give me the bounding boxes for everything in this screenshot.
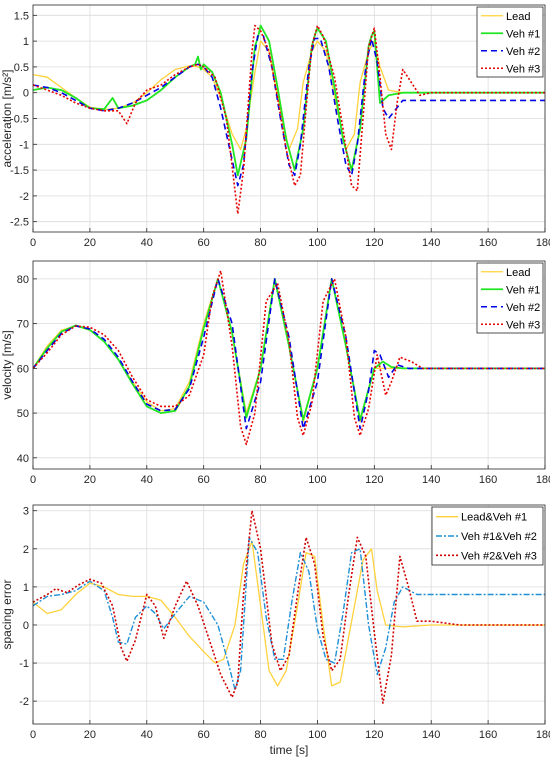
x-tick-label: 120 [365,474,383,486]
chart-panel-2: 0 20 40 60 80 100 120 140 160 180 40 50 60 70 80 veloci… [0,260,550,486]
x-tick-label: 160 [479,474,497,486]
series-line-4 [33,24,545,215]
x-tick-label: 40 [141,237,153,249]
x-tick-label: 120 [365,237,383,249]
y-tick-label: -2 [19,191,29,203]
y-axis-label: velocity [m/s] [0,330,14,399]
legend-box [476,6,544,78]
series-line-2 [33,24,545,177]
series-line-2 [33,278,545,421]
y-tick-label: -2 [19,696,29,708]
x-tick-label: 40 [141,474,153,486]
legend-label: Lead&Veh #1 [461,512,527,524]
legend-label: Lead [506,11,530,23]
x-tick-label: 60 [198,729,210,741]
legend-label: Lead [506,267,530,279]
y-tick-label: 1.5 [14,10,29,22]
x-tick-label: 80 [254,729,266,741]
x-tick-label: 160 [479,237,497,249]
y-tick-label: 40 [17,453,29,465]
x-axis-label: time [s] [270,743,309,757]
x-tick-label: 140 [422,237,440,249]
y-tick-label: 0 [23,620,29,632]
series-line-1 [33,540,545,687]
x-tick-label: 80 [254,474,266,486]
y-tick-label: -1.5 [10,165,29,177]
y-tick-label: 1 [23,582,29,594]
legend: Lead&Veh #1 Veh #1&Veh #2 Veh #2&Veh #3 [431,506,544,566]
axes-box [32,504,546,725]
y-tick-label: 1 [23,36,29,48]
legend-label: Veh #2 [506,302,540,314]
x-tick-label: 100 [308,474,326,486]
series-line-3 [33,278,545,430]
y-axis-label: acceleration [m/s²] [0,69,14,167]
y-tick-label: 3 [23,506,29,518]
legend: Lead Veh #1 Veh #2 Veh #3 [476,6,544,78]
chart-panel-3: 0 20 40 60 80 100 120 140 160 180 -2 -1 0 1 2 3 spacing … [0,504,550,757]
legend-label: Veh #1&Veh #2 [461,531,537,543]
y-tick-label: 0 [23,88,29,100]
x-tick-label: 20 [84,474,96,486]
legend-label: Veh #3 [506,319,540,331]
x-tick-label: 80 [254,237,266,249]
x-tick-label: 40 [141,729,153,741]
x-tick-label: 120 [365,729,383,741]
x-tick-label: 140 [422,729,440,741]
x-tick-label: 160 [479,729,497,741]
series-line-3 [33,509,545,704]
legend: Lead Veh #1 Veh #2 Veh #3 [476,262,544,334]
x-tick-label: 180 [536,237,550,249]
y-axis-label: spacing error [0,579,14,649]
x-tick-label: 20 [84,237,96,249]
y-tick-label: 70 [17,319,29,331]
series-line-2 [33,536,545,691]
legend-label: Veh #2 [506,46,540,58]
y-tick-label: -0.5 [10,114,29,126]
legend-label: Veh #3 [506,63,540,75]
y-tick-label: -2.5 [10,217,29,229]
y-tick-label: 2 [23,544,29,556]
x-tick-label: 60 [198,237,210,249]
y-tick-label: 0.5 [14,62,29,74]
x-tick-label: 20 [84,729,96,741]
x-tick-label: 0 [30,237,36,249]
x-tick-label: 100 [308,237,326,249]
x-tick-label: 0 [30,729,36,741]
plot-area [33,261,545,469]
x-tick-label: 0 [30,474,36,486]
axes-box [32,260,546,470]
legend-label: Veh #1 [506,284,540,296]
x-tick-label: 180 [536,474,550,486]
x-tick-label: 140 [422,474,440,486]
chart-panel-1: 0 20 40 60 80 100 120 140 160 180 -2.5 -2 -1.5 -1 -0.5… [0,4,550,249]
x-tick-label: 180 [536,729,550,741]
series-line-3 [33,35,545,187]
x-tick-label: 100 [308,729,326,741]
y-tick-label: 80 [17,274,29,286]
legend-label: Veh #1 [506,28,540,40]
series-line-4 [33,270,545,446]
y-tick-label: 50 [17,408,29,420]
legend-box [476,262,544,334]
legend-label: Veh #2&Veh #3 [461,550,537,562]
y-tick-label: 60 [17,363,29,375]
x-tick-label: 60 [198,474,210,486]
y-tick-label: -1 [19,139,29,151]
y-tick-label: -1 [19,658,29,670]
